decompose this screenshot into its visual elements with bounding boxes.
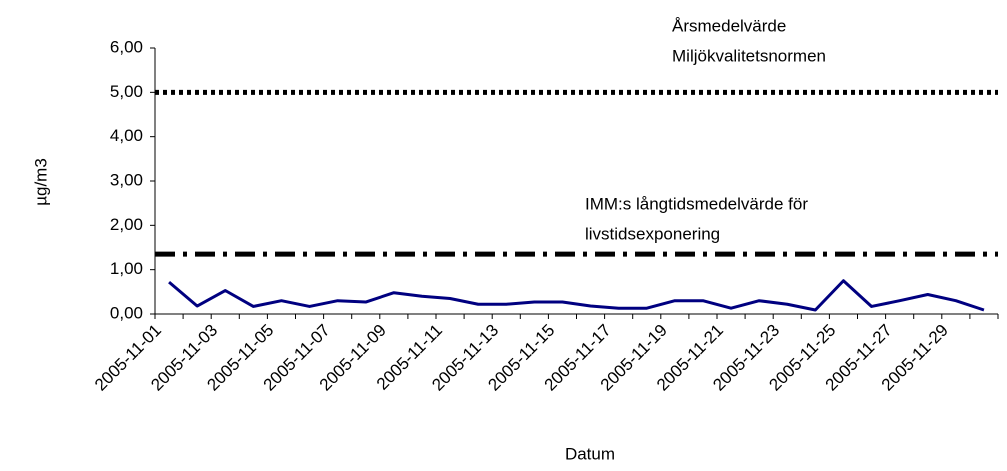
y-tick-label: 4,00 (110, 126, 143, 145)
y-tick-label: 1,00 (110, 259, 143, 278)
annotation: livstidsexponering (585, 224, 720, 243)
data-line (168, 279, 985, 312)
annotation: Årsmedelvärde (672, 16, 786, 35)
y-tick-label: 6,00 (110, 37, 143, 56)
y-tick-label: 0,00 (110, 303, 143, 322)
annotation: IMM:s långtidsmedelvärde för (585, 194, 808, 213)
x-axis-label: Datum (565, 444, 615, 463)
y-axis-label: µg/m3 (31, 158, 50, 206)
y-tick-label: 2,00 (110, 215, 143, 234)
annotation: Miljökvalitetsnormen (672, 46, 826, 65)
y-tick-label: 5,00 (110, 82, 143, 101)
y-tick-label: 3,00 (110, 170, 143, 189)
